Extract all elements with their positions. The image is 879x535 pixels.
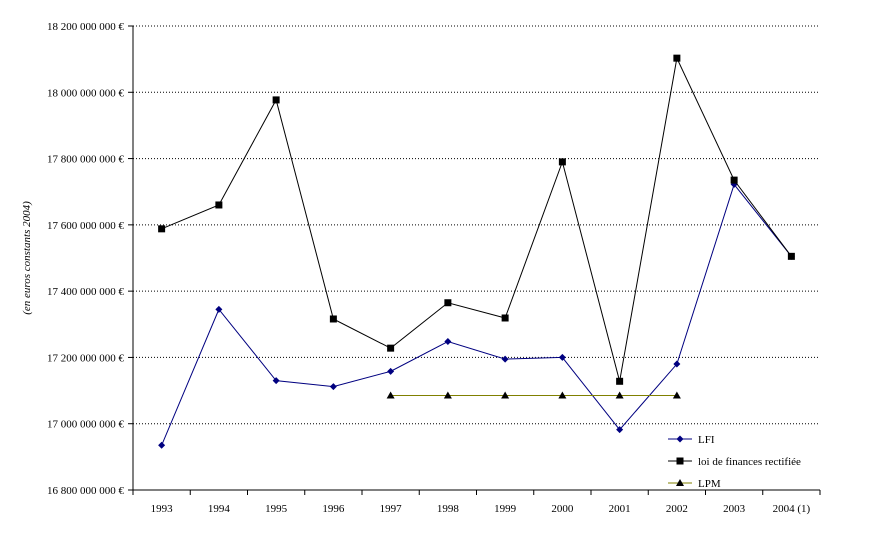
series-group (158, 54, 795, 449)
x-tick-label: 2003 (723, 503, 746, 515)
legend-marker (676, 479, 684, 486)
data-point (673, 360, 681, 368)
data-point (329, 383, 337, 391)
data-point (787, 252, 795, 260)
data-point (329, 315, 337, 323)
data-point (272, 96, 280, 104)
legend-entry: LFI (668, 434, 715, 446)
x-tick-label: 1996 (322, 503, 345, 515)
x-axis-ticks: 1993 1994 1995 1996 1997 1998 1999 2000 2001 2002… (132, 490, 821, 515)
data-point (272, 377, 280, 385)
grid-lines (133, 25, 820, 425)
y-tick-label: 16 800 000 000 € (47, 485, 125, 497)
legend-label: loi de finances rectifiée (698, 456, 801, 468)
x-tick-label: 1994 (208, 503, 231, 515)
x-tick-label: 1995 (265, 503, 288, 515)
legend-marker (676, 457, 684, 465)
data-point (501, 391, 510, 399)
data-point (501, 314, 509, 322)
y-tick-label: 17 000 000 000 € (47, 419, 125, 431)
data-point (616, 377, 624, 385)
y-axis-ticks: 16 800 000 000 € 17 000 000 000 € 17 200 0… (47, 21, 133, 497)
data-point (386, 391, 395, 399)
y-tick-label: 17 600 000 000 € (47, 220, 125, 232)
x-tick-label: 1998 (437, 503, 460, 515)
legend: LFI loi de finances rectifiée LPM (668, 434, 801, 490)
data-point (673, 54, 681, 62)
y-tick-label: 18 000 000 000 € (47, 87, 125, 99)
x-tick-label: 1993 (151, 503, 174, 515)
legend-marker (676, 435, 684, 443)
data-point (215, 201, 223, 209)
y-tick-label: 17 400 000 000 € (47, 286, 125, 298)
data-point (616, 426, 624, 434)
y-tick-label: 18 200 000 000 € (47, 21, 125, 33)
data-point (158, 225, 166, 233)
series-2 (386, 391, 681, 399)
x-tick-label: 2004 (1) (773, 503, 811, 515)
x-tick-label: 1999 (494, 503, 517, 515)
data-point (158, 441, 166, 449)
data-point (558, 353, 566, 361)
legend-entry: loi de finances rectifiée (668, 456, 801, 468)
data-point (672, 391, 681, 399)
legend-entry: LPM (668, 478, 721, 490)
data-point (387, 344, 395, 352)
y-tick-label: 17 800 000 000 € (47, 154, 125, 166)
series-0 (158, 180, 795, 449)
data-point (501, 355, 509, 363)
series-line (161, 56, 792, 382)
x-tick-label: 2000 (551, 503, 574, 515)
data-point (558, 391, 567, 399)
y-axis-label: (en euros constants 2004) (21, 201, 33, 315)
data-point (730, 176, 738, 184)
data-point (615, 391, 624, 399)
x-tick-label: 1997 (380, 503, 403, 515)
data-point (387, 367, 395, 375)
series-line (161, 183, 792, 446)
axes (132, 26, 820, 491)
data-point (444, 299, 452, 307)
data-point (443, 391, 452, 399)
y-tick-label: 17 200 000 000 € (47, 352, 125, 364)
x-tick-label: 2001 (609, 503, 631, 515)
data-point (215, 305, 223, 313)
data-point (558, 158, 566, 166)
legend-label: LPM (698, 478, 721, 490)
data-point (444, 338, 452, 346)
legend-label: LFI (698, 434, 715, 446)
x-tick-label: 2002 (666, 503, 688, 515)
series-1 (158, 54, 795, 385)
